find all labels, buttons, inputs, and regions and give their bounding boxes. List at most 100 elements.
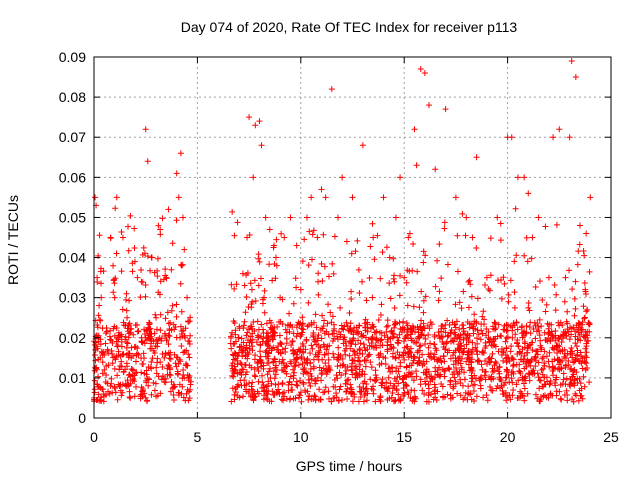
data-point xyxy=(488,373,495,380)
data-point xyxy=(566,134,573,141)
data-point xyxy=(449,394,456,401)
data-point xyxy=(251,393,258,400)
data-point xyxy=(400,318,407,325)
data-point xyxy=(476,377,483,384)
data-point xyxy=(419,362,426,369)
data-point xyxy=(520,393,527,400)
data-point xyxy=(291,369,298,376)
data-point xyxy=(315,347,322,354)
data-point xyxy=(540,393,547,400)
data-point xyxy=(124,314,131,321)
data-point xyxy=(239,348,246,355)
data-point xyxy=(270,344,277,351)
data-point xyxy=(585,319,592,326)
data-point xyxy=(521,252,528,259)
data-point xyxy=(377,275,384,282)
data-point xyxy=(280,359,287,366)
data-point xyxy=(272,371,279,378)
data-point xyxy=(572,305,579,312)
data-point xyxy=(340,334,347,341)
data-point xyxy=(342,351,349,358)
data-point xyxy=(393,368,400,375)
data-point xyxy=(123,383,130,390)
data-point xyxy=(337,383,344,390)
data-point xyxy=(581,315,588,322)
data-point xyxy=(298,325,305,332)
data-point xyxy=(175,194,182,201)
data-point xyxy=(479,330,486,337)
data-point xyxy=(173,334,180,341)
data-point xyxy=(367,359,374,366)
data-point xyxy=(470,388,477,395)
data-point xyxy=(347,339,354,346)
data-point xyxy=(571,295,578,302)
data-point xyxy=(266,226,273,233)
data-point xyxy=(375,317,382,324)
data-point xyxy=(155,289,162,296)
data-point xyxy=(403,320,410,327)
data-point xyxy=(281,234,288,241)
data-point xyxy=(169,302,176,309)
data-point xyxy=(290,366,297,373)
data-point xyxy=(504,334,511,341)
data-point xyxy=(186,354,193,361)
data-point xyxy=(534,320,541,327)
data-point xyxy=(527,341,534,348)
data-point xyxy=(130,331,137,338)
data-point xyxy=(456,326,463,333)
data-point xyxy=(269,277,276,284)
data-point xyxy=(458,342,465,349)
data-point xyxy=(135,327,142,334)
data-point xyxy=(118,338,125,345)
data-point xyxy=(566,267,573,274)
data-point xyxy=(390,255,397,262)
data-point xyxy=(575,248,582,255)
data-point xyxy=(581,314,588,321)
data-point xyxy=(254,318,261,325)
data-point xyxy=(143,367,150,374)
data-point xyxy=(298,331,305,338)
data-point xyxy=(124,340,131,347)
data-point xyxy=(333,390,340,397)
data-point xyxy=(542,223,549,230)
data-point xyxy=(513,319,520,326)
data-point xyxy=(474,357,481,364)
data-point xyxy=(264,396,271,403)
data-point xyxy=(276,358,283,365)
data-point xyxy=(432,368,439,375)
data-point xyxy=(457,392,464,399)
data-point xyxy=(305,396,312,403)
data-point xyxy=(578,329,585,336)
data-point xyxy=(125,223,132,230)
data-point xyxy=(579,321,586,328)
data-point xyxy=(520,380,527,387)
data-point xyxy=(577,392,584,399)
data-point xyxy=(503,327,510,334)
data-point xyxy=(113,338,120,345)
data-point xyxy=(235,349,242,356)
data-point xyxy=(134,345,141,352)
data-point xyxy=(331,233,338,240)
data-point xyxy=(468,396,475,403)
data-point xyxy=(514,326,521,333)
data-point xyxy=(251,366,258,373)
data-point xyxy=(537,342,544,349)
data-point xyxy=(256,118,263,125)
data-point xyxy=(299,314,306,321)
data-point xyxy=(110,277,117,284)
data-point xyxy=(377,350,384,357)
data-point xyxy=(119,234,126,241)
data-point xyxy=(377,392,384,399)
data-point xyxy=(262,214,269,221)
data-point xyxy=(275,342,282,349)
data-point xyxy=(391,305,398,312)
data-point xyxy=(573,343,580,350)
data-point xyxy=(504,367,511,374)
data-point xyxy=(248,286,255,293)
data-point xyxy=(498,352,505,359)
data-point xyxy=(521,385,528,392)
data-point xyxy=(356,345,363,352)
data-point xyxy=(277,318,284,325)
data-point xyxy=(431,341,438,348)
data-point xyxy=(236,344,243,351)
